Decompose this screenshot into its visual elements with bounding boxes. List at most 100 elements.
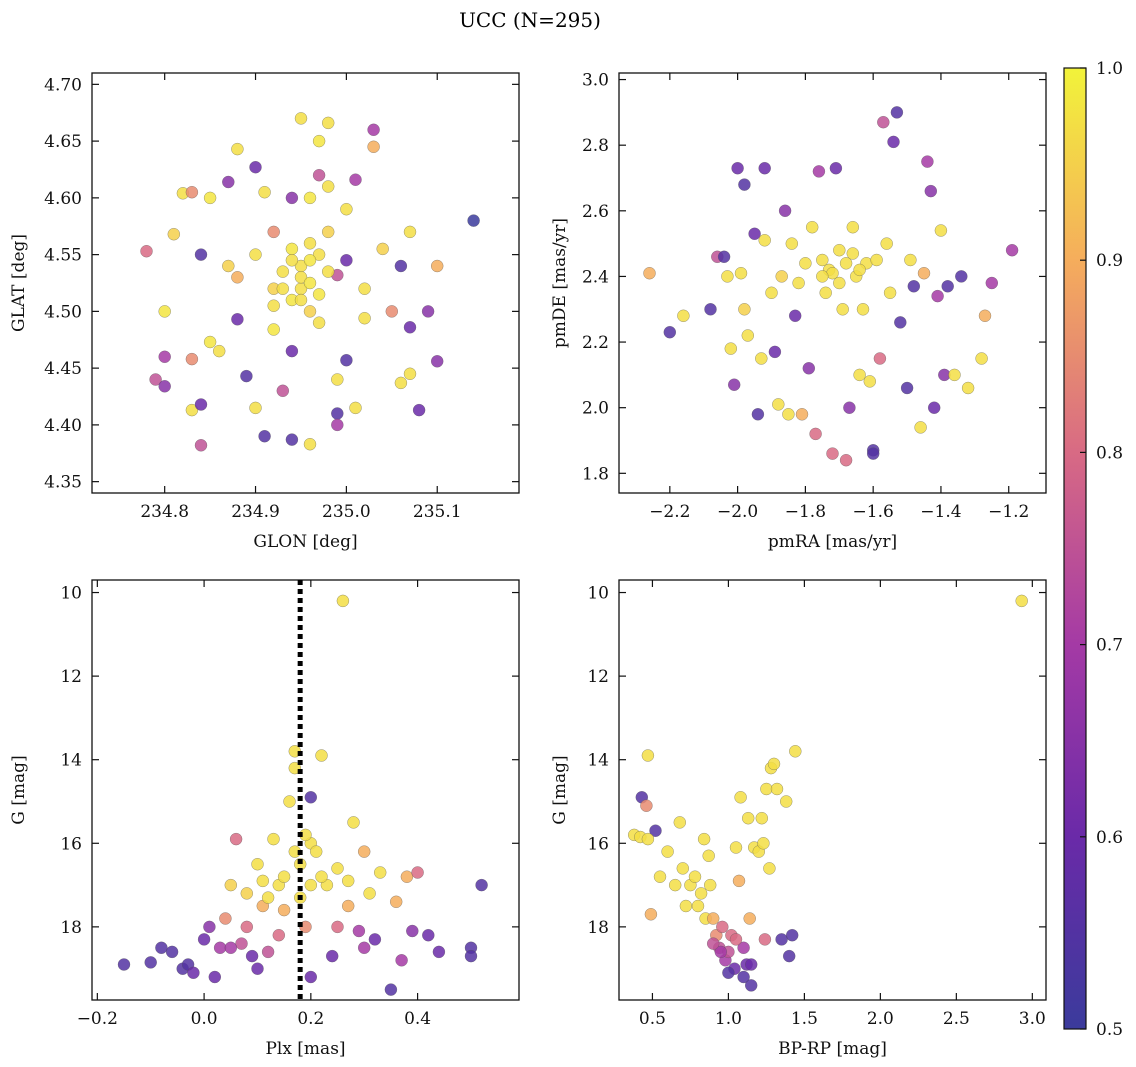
- data-point: [235, 937, 248, 950]
- x-tick-label: 0.4: [404, 1009, 431, 1029]
- data-point: [267, 832, 280, 846]
- data-point: [880, 237, 893, 250]
- data-point: [240, 887, 254, 900]
- data-point: [883, 286, 897, 300]
- data-point: [403, 321, 417, 334]
- data-point: [331, 407, 344, 420]
- data-point: [251, 857, 264, 871]
- data-point: [340, 254, 353, 267]
- data-point: [312, 288, 326, 301]
- data-point: [772, 398, 785, 411]
- data-point: [677, 309, 690, 323]
- y-tick-label: 4.60: [44, 189, 82, 209]
- data-point: [653, 870, 667, 883]
- data-point: [846, 220, 860, 234]
- data-point: [649, 824, 662, 837]
- data-point: [285, 433, 299, 446]
- data-point: [231, 142, 244, 156]
- data-point: [744, 979, 758, 992]
- data-point: [251, 962, 264, 975]
- data-point: [394, 259, 408, 273]
- data-point: [249, 160, 262, 174]
- y-tick-label: 14: [60, 751, 82, 771]
- data-point: [303, 254, 317, 267]
- data-point: [158, 350, 171, 364]
- data-point: [421, 305, 435, 318]
- colorbar: 0.5 0.6 0.7 0.8 0.9 1.0: [1063, 59, 1123, 1040]
- x-tick-label: −1.2: [988, 502, 1029, 522]
- data-point: [914, 421, 927, 434]
- x-axis-label: GLON [deg]: [253, 532, 357, 552]
- data-point: [219, 912, 232, 925]
- data-point: [927, 401, 941, 414]
- data-point: [240, 369, 253, 383]
- data-point: [197, 933, 211, 946]
- data-point: [676, 862, 690, 875]
- data-point: [222, 175, 235, 189]
- data-point: [829, 161, 843, 175]
- data-point: [836, 303, 849, 316]
- data-point: [917, 266, 931, 280]
- data-point: [641, 749, 655, 762]
- data-point: [706, 912, 720, 925]
- data-point: [743, 912, 756, 925]
- data-point: [856, 303, 870, 316]
- data-point: [775, 270, 788, 283]
- data-point: [430, 259, 444, 273]
- y-tick-label: 2.0: [582, 399, 609, 419]
- data-point: [167, 227, 181, 241]
- data-point: [955, 270, 968, 283]
- data-point: [341, 899, 355, 913]
- point-group: [117, 594, 488, 996]
- data-point: [741, 811, 755, 825]
- y-axis-label: pmDE [mas/yr]: [550, 218, 570, 348]
- data-point: [961, 381, 975, 395]
- panel-glon-glat: 234.8 234.9 235.0 235.1 4.35 4.40 4.45 4.50 4.55…: [9, 72, 520, 552]
- data-point: [785, 237, 799, 250]
- axes-frame: [618, 579, 1047, 1001]
- data-point: [751, 408, 765, 421]
- data-point: [799, 257, 812, 270]
- data-point: [714, 945, 728, 959]
- data-point: [802, 362, 816, 375]
- data-point: [724, 342, 738, 355]
- y-tick-label: 4.40: [44, 416, 82, 436]
- data-point: [340, 202, 353, 216]
- data-point: [256, 874, 270, 888]
- colorbar-tick-label: 0.5: [1096, 1020, 1123, 1040]
- x-tick-label: 2.0: [867, 1009, 894, 1029]
- data-point: [249, 401, 262, 415]
- data-point: [661, 845, 674, 858]
- data-point: [853, 263, 866, 277]
- y-tick-label: 12: [60, 667, 82, 687]
- data-point: [400, 870, 414, 883]
- data-point: [716, 920, 729, 934]
- data-point: [185, 185, 199, 199]
- data-point: [261, 945, 275, 959]
- data-point: [240, 920, 254, 934]
- data-point: [294, 271, 308, 284]
- data-point: [738, 303, 751, 316]
- y-tick-label: 3.0: [582, 71, 609, 91]
- data-point: [394, 376, 408, 390]
- data-point: [144, 956, 157, 969]
- data-point: [688, 870, 702, 883]
- x-tick-label: 3.0: [1019, 1009, 1046, 1029]
- data-point: [846, 247, 860, 260]
- data-point: [349, 401, 362, 415]
- data-point: [812, 165, 826, 178]
- data-point: [194, 248, 208, 261]
- data-point: [644, 908, 658, 921]
- data-point: [222, 259, 235, 273]
- data-point: [336, 594, 350, 608]
- data-point: [212, 344, 226, 358]
- data-point: [722, 966, 735, 980]
- data-point: [165, 945, 179, 959]
- data-point: [155, 941, 168, 955]
- data-point: [1015, 594, 1028, 608]
- data-point: [816, 270, 829, 283]
- data-point: [975, 352, 988, 365]
- data-point: [185, 403, 199, 417]
- colorbar-tick-label: 0.8: [1096, 443, 1123, 463]
- data-point: [809, 427, 822, 441]
